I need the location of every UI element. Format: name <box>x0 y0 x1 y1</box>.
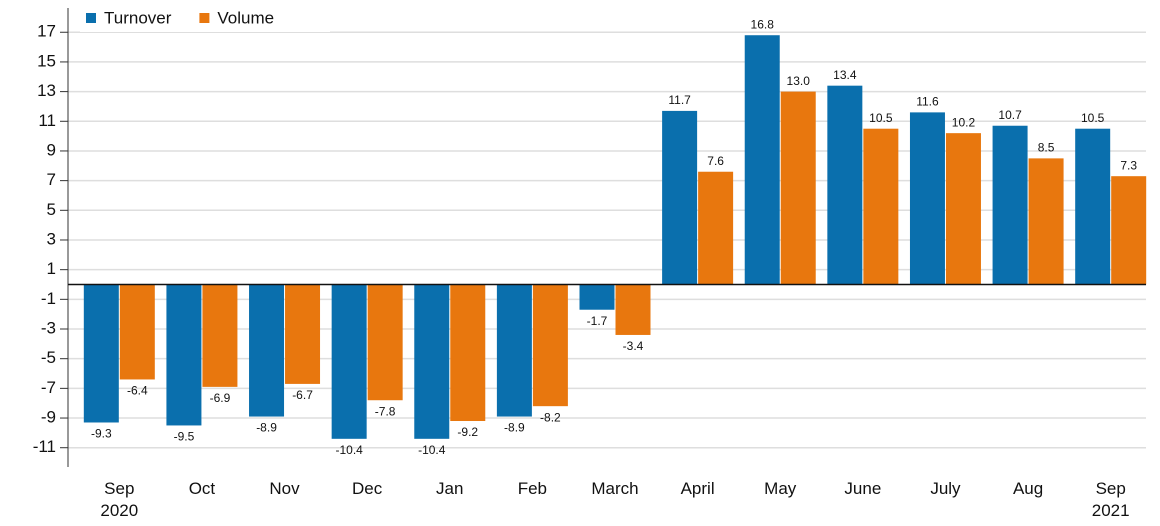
value-label: 10.7 <box>998 108 1022 122</box>
value-label: -1.7 <box>587 314 608 328</box>
value-label: -10.4 <box>418 443 446 457</box>
value-label: -3.4 <box>623 339 644 353</box>
y-tick-label: -3 <box>41 318 56 337</box>
bar <box>579 284 615 310</box>
y-tick-label: 15 <box>37 51 56 70</box>
bar <box>331 284 367 439</box>
legend-label: Volume <box>217 8 274 27</box>
x-tick-label: April <box>680 479 715 498</box>
bar <box>780 91 816 285</box>
value-label: -6.4 <box>127 384 148 398</box>
bar <box>166 284 202 426</box>
y-tick-label: -1 <box>41 289 56 308</box>
bar <box>863 128 899 285</box>
y-tick-label: -5 <box>41 348 56 367</box>
bar <box>1111 176 1147 285</box>
bar <box>119 284 155 380</box>
value-label: 10.5 <box>869 111 893 125</box>
x-tick-label: Aug <box>1012 479 1044 498</box>
bar <box>496 284 532 417</box>
bar <box>1028 158 1064 285</box>
x-tick-label: Dec <box>352 479 383 498</box>
bar <box>1075 128 1111 285</box>
value-label: -6.7 <box>292 388 313 402</box>
value-label: -9.3 <box>91 427 112 441</box>
bar <box>615 284 651 335</box>
value-label: 10.2 <box>952 115 976 129</box>
bar <box>285 284 321 384</box>
value-label: 13.4 <box>833 68 857 82</box>
x-tick-label: June <box>844 479 882 498</box>
y-tick-label: -11 <box>33 437 56 456</box>
value-label: 13.0 <box>787 74 811 88</box>
bar <box>909 112 945 285</box>
bar <box>367 284 403 401</box>
value-label: 11.7 <box>668 93 691 107</box>
x-tick-label: May <box>764 479 797 498</box>
x-tick-label: Jan <box>436 479 464 498</box>
legend-swatch <box>199 13 210 23</box>
value-label: -6.9 <box>210 391 231 405</box>
bar <box>698 171 734 285</box>
value-label: -10.4 <box>335 443 363 457</box>
x-tick-label: Sep 2021 <box>1091 479 1130 520</box>
y-tick-label: 13 <box>37 81 56 100</box>
bar <box>744 35 780 285</box>
legend-swatch <box>86 13 96 23</box>
legend: Turnover Volume <box>80 4 330 32</box>
value-label: 11.6 <box>916 95 939 109</box>
value-label: 8.5 <box>1038 141 1055 155</box>
value-label: 7.6 <box>707 154 724 168</box>
y-tick-label: 5 <box>47 200 56 219</box>
y-tick-label: 11 <box>38 111 56 130</box>
bar <box>662 110 698 285</box>
bar <box>414 284 450 439</box>
bar <box>827 85 863 285</box>
value-label: -8.9 <box>504 421 525 435</box>
value-label: -8.2 <box>540 410 561 424</box>
x-tick-label: Feb <box>517 479 548 498</box>
value-label: 16.8 <box>751 17 775 31</box>
x-tick-label: July <box>930 479 961 498</box>
value-label: -9.5 <box>174 430 195 444</box>
legend-label: Turnover <box>104 8 172 27</box>
x-tick-label: Nov <box>269 479 300 498</box>
bar <box>992 125 1028 285</box>
y-tick-label: 7 <box>47 170 56 189</box>
bar <box>83 284 119 423</box>
value-label: 7.3 <box>1120 158 1137 172</box>
y-tick-label: -9 <box>41 408 56 427</box>
bar <box>532 284 568 407</box>
value-label: -9.2 <box>457 425 478 439</box>
value-label: -7.8 <box>375 404 396 418</box>
x-tick-label: Oct <box>188 479 216 498</box>
y-tick-label: 3 <box>47 229 56 248</box>
value-label: -8.9 <box>256 421 277 435</box>
value-label: 10.5 <box>1081 111 1105 125</box>
y-tick-label: 17 <box>37 22 56 41</box>
bar <box>202 284 238 387</box>
y-tick-label: -7 <box>41 378 56 397</box>
bar <box>450 284 486 422</box>
x-tick-label: Sep 2020 <box>100 479 139 520</box>
bar <box>249 284 285 417</box>
y-tick-label: 1 <box>47 259 56 278</box>
bar <box>945 133 981 285</box>
y-tick-label: 9 <box>47 140 56 159</box>
x-tick-label: March <box>591 479 639 498</box>
